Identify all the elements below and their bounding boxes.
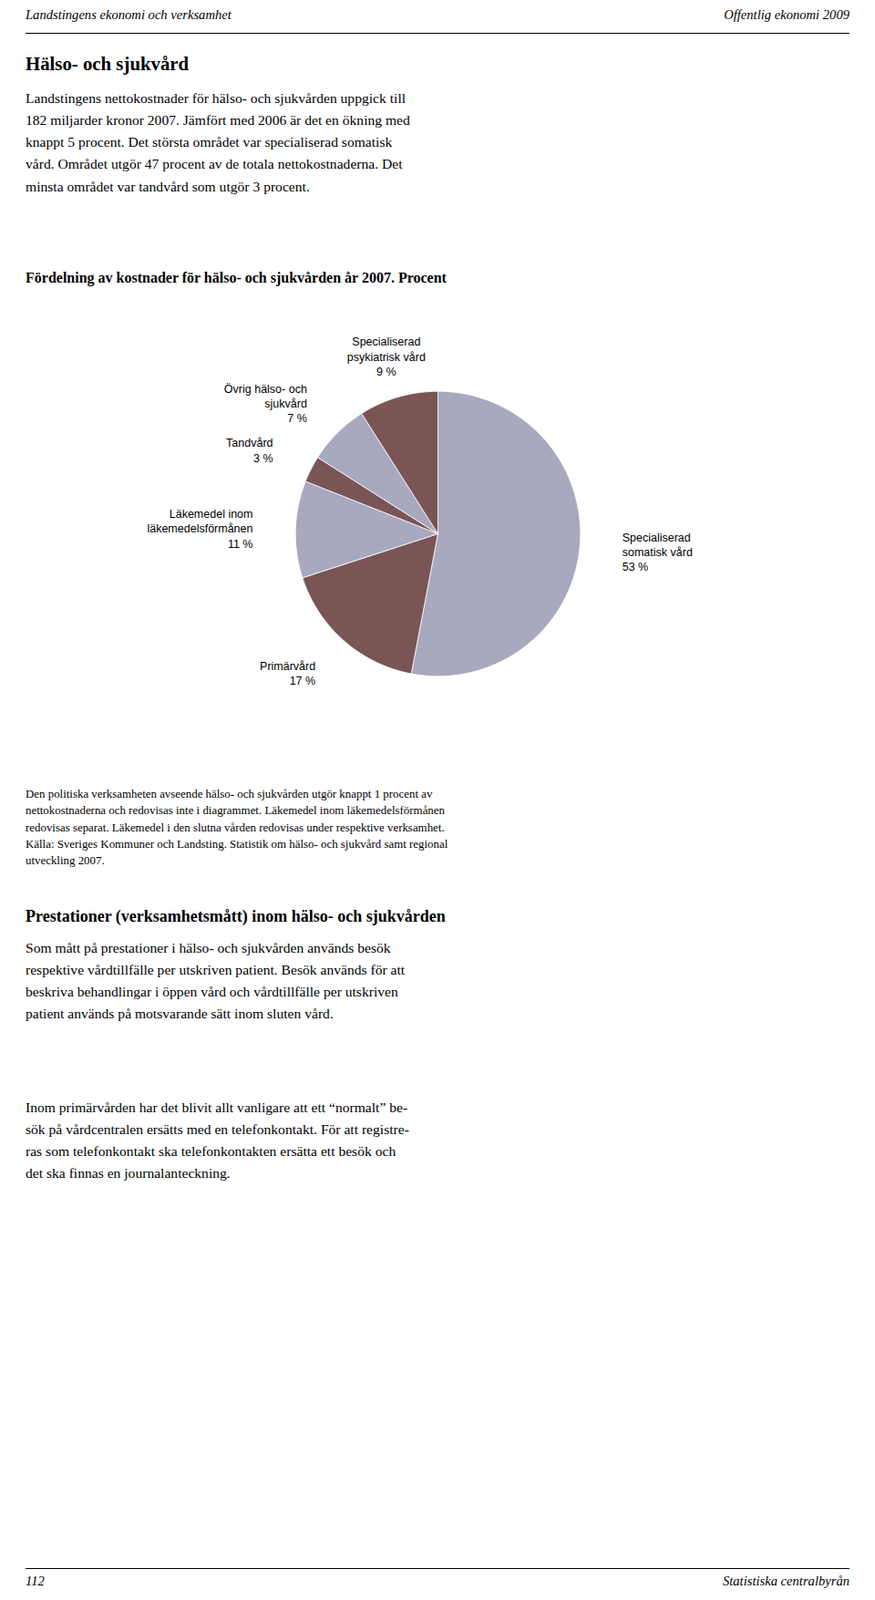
html-text:Prestationer (verksamhetsmått): Prestationer (verksamhetsmått) inom häls… — [25, 906, 446, 926]
html-text:Landstingens ekonomi och verks: Landstingens ekonomi och verksamhet — [25, 7, 232, 22]
html-text:Som mått på prestationer i häl: Som mått på prestationer i hälso- och sj… — [25, 939, 405, 1022]
svg-text:Specialiseradpsykiatrisk vård9: Specialiseradpsykiatrisk vård9 % — [347, 335, 426, 379]
html-text:Offentlig ekonomi 2009: Offentlig ekonomi 2009 — [723, 7, 850, 22]
html-text:Landstingens nettokostnader fö: Landstingens nettokostnader för hälso- o… — [25, 90, 410, 194]
svg-text:Tandvård3 %: Tandvård3 % — [226, 436, 273, 464]
html-text:Fördelning av kostnader för hä: Fördelning av kostnader för hälso- och s… — [25, 269, 447, 286]
svg-text:Primärvård17 %: Primärvård17 % — [259, 659, 316, 688]
html-text:Statistiska centralbyrån: Statistiska centralbyrån — [722, 1573, 850, 1588]
html-text:Inom primärvården har det bliv: Inom primärvården har det blivit allt va… — [25, 1099, 410, 1181]
svg-text:Läkemedel inomläkemedelsförmån: Läkemedel inomläkemedelsförmånen11 % — [146, 507, 253, 551]
html-text:Den politiska verksamheten avs: Den politiska verksamheten avseende häls… — [25, 787, 448, 868]
svg-text:Övrig hälso- ochsjukvård7 %: Övrig hälso- ochsjukvård7 % — [224, 382, 308, 426]
html-text:112: 112 — [25, 1573, 45, 1588]
svg-text:Specialiseradsomatisk vård53 %: Specialiseradsomatisk vård53 % — [622, 531, 693, 575]
html-text:Hälso- och sjukvård: Hälso- och sjukvård — [25, 52, 189, 74]
